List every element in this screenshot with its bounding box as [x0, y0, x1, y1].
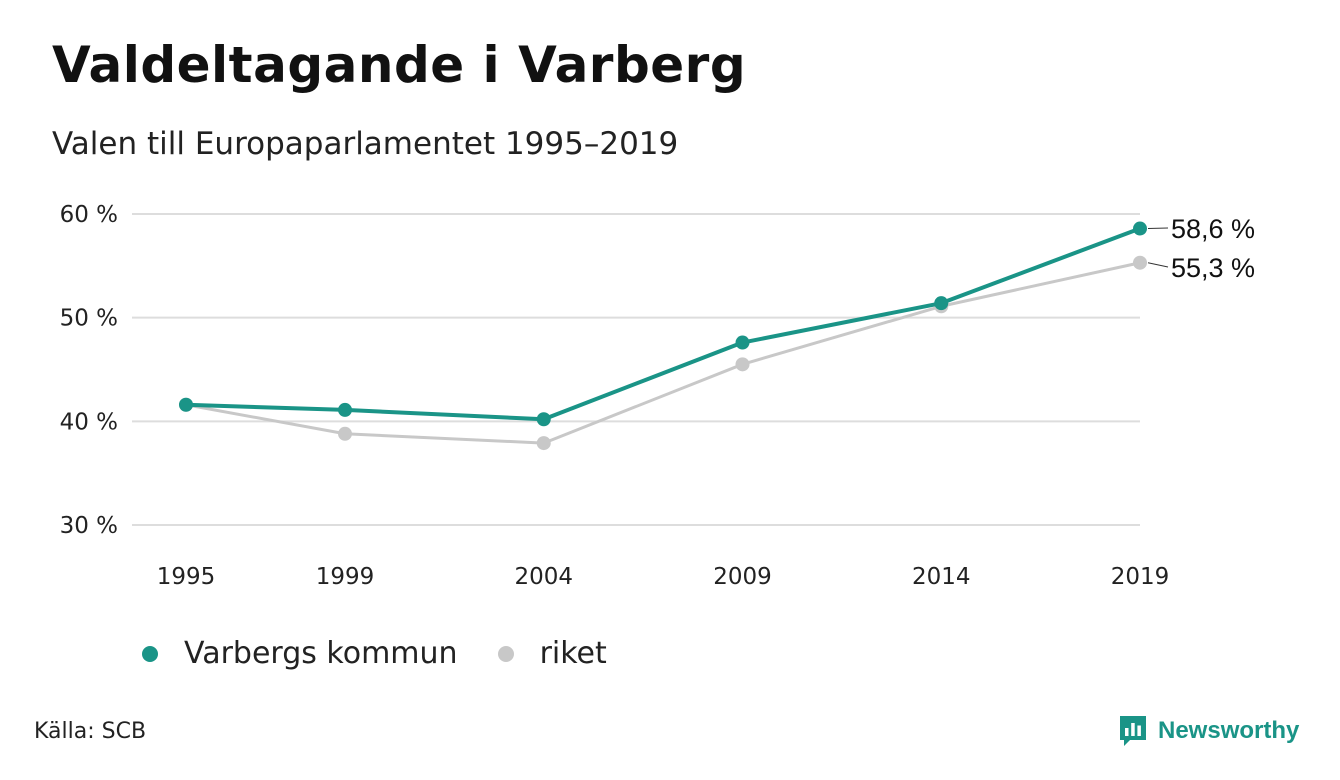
end-value-label: 55,3 % — [1171, 253, 1255, 283]
legend-label-riket: riket — [539, 636, 607, 671]
end-value-label: 58,6 % — [1171, 214, 1255, 244]
y-tick-label: 50 % — [60, 306, 118, 332]
bar-chart-speech-bubble-icon — [1120, 716, 1146, 746]
x-tick-label: 2004 — [514, 564, 573, 590]
series-line-riket — [185, 261, 1141, 445]
series-line-varberg — [185, 226, 1141, 422]
chart-title: Valdeltagande i Varberg — [52, 36, 747, 94]
data-point-varberg — [934, 296, 949, 311]
x-tick-label: 2014 — [912, 564, 971, 590]
data-point-varberg — [179, 397, 193, 412]
source-note: Källa: SCB — [34, 719, 147, 744]
end-label-leader — [1147, 227, 1169, 230]
x-tick-label: 1999 — [316, 564, 375, 590]
legend-label-varberg: Varbergs kommun — [184, 636, 458, 671]
data-point-riket — [1133, 255, 1147, 270]
x-tick-label: 2019 — [1111, 564, 1170, 590]
legend-marker-riket — [497, 645, 514, 662]
chart-subtitle: Valen till Europaparlamentet 1995–2019 — [52, 126, 679, 162]
brand-logo[interactable]: Newsworthy — [1118, 714, 1299, 748]
data-point-riket — [338, 426, 352, 441]
data-point-varberg — [1133, 221, 1147, 236]
data-point-riket — [735, 357, 750, 372]
brand-name: Newsworthy — [1158, 717, 1300, 744]
y-tick-label: 40 % — [60, 409, 118, 435]
data-point-varberg — [735, 335, 750, 350]
legend-item-varberg: Varbergs kommun — [142, 636, 458, 671]
x-tick-label: 1995 — [157, 564, 216, 590]
data-point-varberg — [536, 412, 551, 427]
legend-item-riket: riket — [497, 636, 607, 671]
legend-marker-varberg — [142, 645, 158, 662]
end-label-leader — [1147, 262, 1169, 268]
x-tick-label: 2009 — [713, 564, 772, 590]
y-tick-label: 30 % — [60, 513, 118, 539]
y-tick-label: 60 % — [60, 202, 118, 228]
data-point-varberg — [338, 402, 352, 417]
data-point-riket — [536, 436, 551, 451]
chart-legend: Varbergs kommun riket — [142, 636, 647, 671]
